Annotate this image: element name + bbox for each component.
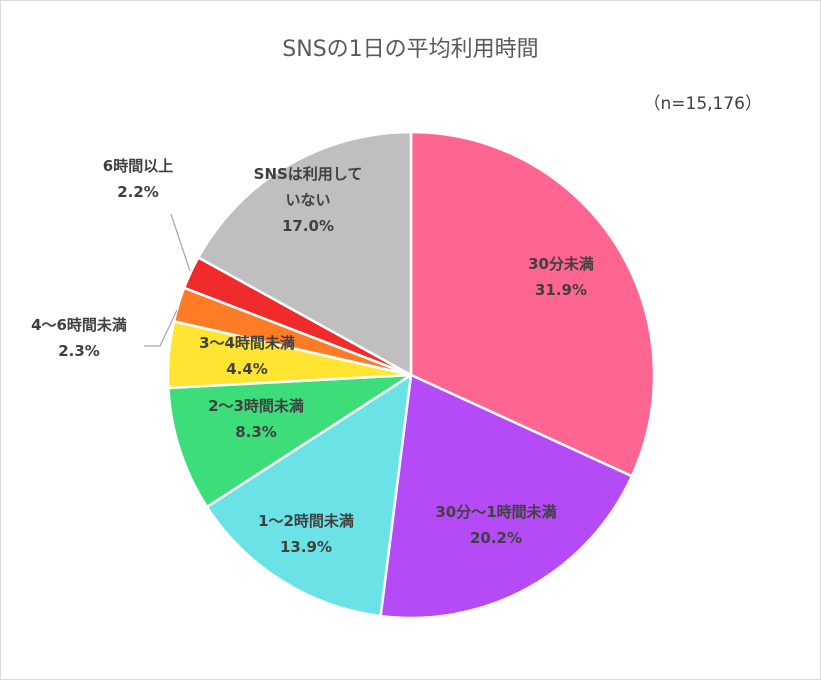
slice-category-label: 4～6時間未満 bbox=[31, 316, 127, 334]
sample-size-note: （n=15,176） bbox=[643, 94, 762, 114]
slice-category-label: 1～2時間未満 bbox=[258, 512, 354, 530]
pie-slice bbox=[205, 373, 413, 618]
slice-category-label: SNSは利用して bbox=[254, 165, 363, 183]
pie-slice bbox=[379, 373, 634, 620]
chart-title: SNSの1日の平均利用時間 bbox=[282, 37, 539, 62]
slice-value-label: 17.0% bbox=[282, 217, 334, 235]
slice-value-label: 13.9% bbox=[280, 538, 332, 556]
slice-value-label: 2.3% bbox=[58, 342, 100, 360]
slice-value-label: 8.3% bbox=[235, 423, 277, 441]
slice-category-label: 6時間以上 bbox=[103, 157, 173, 175]
slice-value-label: 2.2% bbox=[117, 183, 159, 201]
slice-category-label: 30分～1時間未満 bbox=[435, 503, 556, 521]
slice-value-label: 31.9% bbox=[535, 281, 587, 299]
leader-line bbox=[144, 309, 178, 347]
pie-slice bbox=[409, 130, 656, 478]
slice-category-label: 2～3時間未満 bbox=[208, 397, 304, 415]
slice-category-label: 3～4時間未満 bbox=[199, 334, 295, 352]
slice-category-label: 30分未満 bbox=[528, 255, 594, 273]
leader-line bbox=[170, 213, 191, 272]
pie-slice bbox=[197, 130, 413, 377]
slice-value-label: 4.4% bbox=[226, 360, 268, 378]
slice-value-label: 20.2% bbox=[470, 529, 522, 547]
slice-category-label: いない bbox=[285, 191, 330, 209]
pie-slice bbox=[167, 373, 413, 509]
